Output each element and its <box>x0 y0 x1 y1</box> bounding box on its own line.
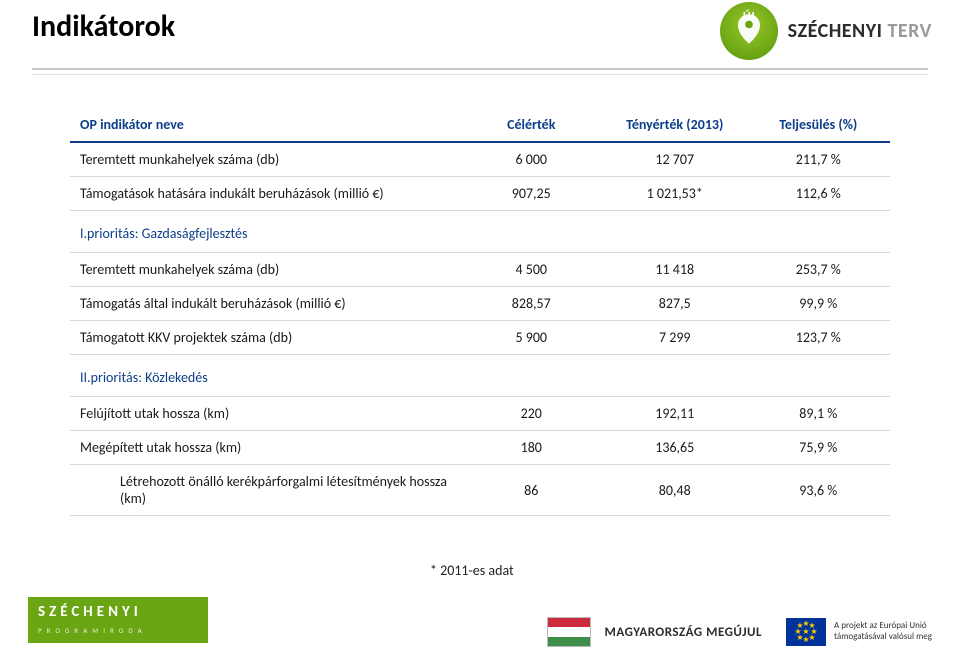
brand-logo: ÚJ SZÉCHENYI TERV <box>720 2 932 60</box>
indicator-table: OP indikátor neve Célérték Tényérték (20… <box>70 108 890 516</box>
cell-value: 99,9 % <box>747 287 891 321</box>
eu-flag-icon <box>786 618 826 646</box>
footer-left-line1: SZÉCHENYI <box>38 603 142 621</box>
brand-text-bold: SZÉCHENYI <box>788 19 883 43</box>
cell-value: 12 707 <box>603 142 747 177</box>
cell-value: 93,6 % <box>747 465 891 516</box>
cell-name: Támogatás által indukált beruházások (mi… <box>70 287 460 321</box>
cell-name: Teremtett munkahelyek száma (db) <box>70 253 460 287</box>
brand-text: SZÉCHENYI TERV <box>788 19 932 43</box>
header-divider-thick <box>32 68 928 70</box>
footer-left-line2: PROGRAMIRODA <box>38 626 147 635</box>
cell-value: 112,6 % <box>747 177 891 211</box>
table-row: Megépített utak hossza (km)180136,6575,9… <box>70 431 890 465</box>
footer-left-badge: SZÉCHENYI PROGRAMIRODA <box>28 597 208 643</box>
cell-name: Megépített utak hossza (km) <box>70 431 460 465</box>
cell-value <box>603 211 747 253</box>
header-divider-thin <box>32 74 928 75</box>
cell-value: 4 500 <box>460 253 604 287</box>
cell-value: 907,25 <box>460 177 604 211</box>
table-header-row: OP indikátor neve Célérték Tényérték (20… <box>70 108 890 142</box>
cell-value: 253,7 % <box>747 253 891 287</box>
cell-value: 828,57 <box>460 287 604 321</box>
eu-block: A projekt az Európai Unió támogatásával … <box>786 618 932 646</box>
cell-value: 1 021,53* <box>603 177 747 211</box>
cell-value: 192,11 <box>603 397 747 431</box>
cell-name: Teremtett munkahelyek száma (db) <box>70 142 460 177</box>
cell-value: 7 299 <box>603 321 747 355</box>
table-row: Teremtett munkahelyek száma (db)6 00012 … <box>70 142 890 177</box>
table-row: Támogatás által indukált beruházások (mi… <box>70 287 890 321</box>
cell-value: 211,7 % <box>747 142 891 177</box>
col-header-name: OP indikátor neve <box>70 108 460 142</box>
cell-value: 11 418 <box>603 253 747 287</box>
table-row: Támogatások hatására indukált beruházáso… <box>70 177 890 211</box>
cell-value <box>460 211 604 253</box>
cell-value: 80,48 <box>603 465 747 516</box>
cell-name: Létrehozott önálló kerékpárforgalmi léte… <box>70 465 460 516</box>
cell-name: I.prioritás: Gazdaságfejlesztés <box>70 211 460 253</box>
footnote: * 2011-es adat <box>430 562 514 579</box>
uj-badge-icon: ÚJ <box>720 2 778 60</box>
eu-text-line2: támogatásával valósul meg <box>834 632 932 643</box>
cell-value: 5 900 <box>460 321 604 355</box>
table-row: Létrehozott önálló kerékpárforgalmi léte… <box>70 465 890 516</box>
cell-value <box>747 355 891 397</box>
col-header-target: Célérték <box>460 108 604 142</box>
cell-name: Támogatott KKV projektek száma (db) <box>70 321 460 355</box>
cell-value <box>747 211 891 253</box>
page-title: Indikátorok <box>32 8 175 45</box>
cell-value: 136,65 <box>603 431 747 465</box>
col-header-pct: Teljesülés (%) <box>747 108 891 142</box>
cell-name: Támogatások hatására indukált beruházáso… <box>70 177 460 211</box>
cell-name: II.prioritás: Közlekedés <box>70 355 460 397</box>
eu-text: A projekt az Európai Unió támogatásával … <box>834 621 932 643</box>
cell-value: 220 <box>460 397 604 431</box>
footer-megujul-text: MAGYARORSZÁG MEGÚJUL <box>605 625 762 640</box>
cell-value <box>460 355 604 397</box>
col-header-actual: Tényérték (2013) <box>603 108 747 142</box>
hungary-flag-icon <box>547 617 591 647</box>
footer-right: MAGYARORSZÁG MEGÚJUL A projekt az Európa… <box>547 617 932 647</box>
table-section-row: I.prioritás: Gazdaságfejlesztés <box>70 211 890 253</box>
brand-text-light: TERV <box>888 19 933 43</box>
cell-value: 827,5 <box>603 287 747 321</box>
cell-value: 6 000 <box>460 142 604 177</box>
table-row: Felújított utak hossza (km)220192,1189,1… <box>70 397 890 431</box>
table-row: Teremtett munkahelyek száma (db)4 50011 … <box>70 253 890 287</box>
table-row: Támogatott KKV projektek száma (db)5 900… <box>70 321 890 355</box>
cell-value <box>603 355 747 397</box>
cell-name: Felújított utak hossza (km) <box>70 397 460 431</box>
cell-value: 123,7 % <box>747 321 891 355</box>
table-section-row: II.prioritás: Közlekedés <box>70 355 890 397</box>
cell-value: 180 <box>460 431 604 465</box>
cell-value: 86 <box>460 465 604 516</box>
map-pin-icon <box>738 14 760 44</box>
cell-value: 75,9 % <box>747 431 891 465</box>
cell-value: 89,1 % <box>747 397 891 431</box>
